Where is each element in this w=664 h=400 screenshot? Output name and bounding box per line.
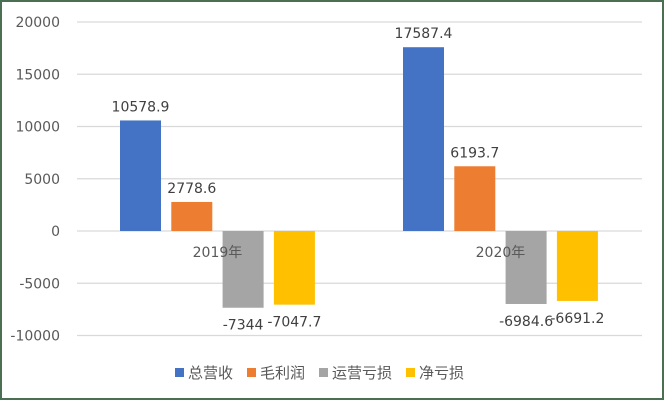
y-tick-label: 5000 [24,172,60,188]
y-tick-label: 10000 [15,120,60,136]
bar [273,231,315,305]
y-tick-label: 20000 [15,15,60,31]
bars [120,47,598,308]
bar [222,231,264,308]
data-label: -7047.7 [267,315,321,331]
gridlines [77,21,642,337]
y-tick-label: -10000 [10,329,60,345]
legend-item: 运营亏损 [319,362,392,383]
data-label: 10578.9 [112,99,170,115]
legend-swatch-icon [319,368,329,377]
y-tick-label: 0 [51,224,60,240]
data-labels: 10578.9 2778.6 -7344 -7047.7 17587.4 6193.7 -6… [112,26,605,334]
data-label: 2778.6 [167,181,216,197]
legend-label: 净亏损 [419,364,465,382]
bar [556,231,598,301]
legend-label: 毛利润 [260,364,306,382]
data-label: -7344 [223,318,264,334]
category-label: 2020年 [476,245,526,261]
data-label: -6691.2 [550,311,604,327]
data-label: 17587.4 [395,26,453,42]
legend-swatch-icon [175,368,184,377]
legend-item: 总营收 [175,362,233,383]
bar [171,201,213,231]
bar [454,166,496,231]
legend-swatch-icon [247,368,257,377]
legend: 总营收 毛利润 运营亏损 净亏损 [175,362,464,383]
category-labels: 2019年 2020年 [193,245,526,261]
legend-label: 总营收 [188,364,234,382]
legend-swatch-icon [406,368,416,377]
bar [403,47,444,231]
legend-label: 运营亏损 [332,364,393,382]
y-tick-label: 15000 [15,67,60,83]
bar [120,120,161,231]
legend-item: 毛利润 [247,362,305,383]
legend-item: 净亏损 [406,362,464,383]
category-label: 2019年 [193,245,243,261]
data-label: -6984.6 [499,314,553,330]
y-tick-label: -5000 [19,276,60,292]
bar [505,231,547,304]
y-axis-ticks: 20000 15000 10000 5000 0 -5000 -10000 [10,15,60,345]
data-label: 6193.7 [450,145,499,161]
